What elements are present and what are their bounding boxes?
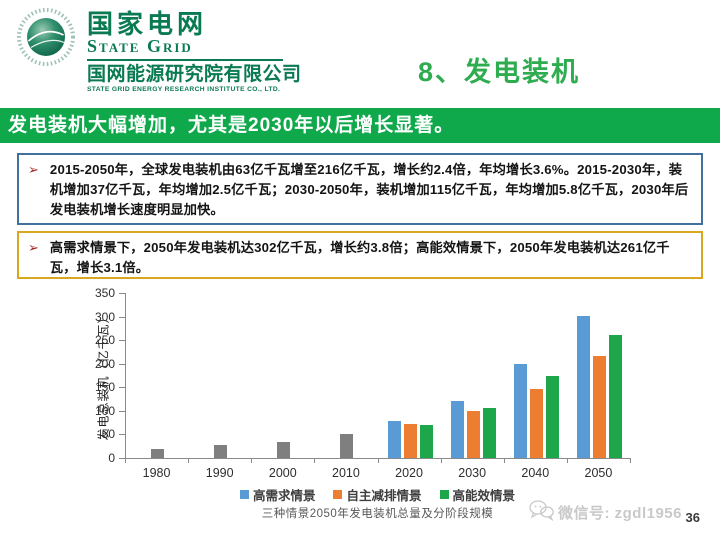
chart-bar	[529, 389, 543, 458]
x-axis-tick	[314, 459, 316, 463]
bar-group-2010	[315, 293, 378, 458]
y-axis-tick	[119, 458, 125, 459]
y-axis-tick-label: 250	[94, 333, 115, 348]
y-axis-tick-label: 0	[108, 451, 115, 465]
state-grid-globe-icon	[14, 5, 78, 74]
bar-group-2000	[252, 293, 315, 458]
x-axis-tick	[630, 459, 631, 463]
legend-item: 自主减排情景	[333, 485, 422, 504]
callout-text: 高需求情景下，2050年发电装机达302亿千瓦，增长约3.8倍；高能效情景下，2…	[49, 240, 670, 275]
chart-bar	[482, 408, 496, 458]
legend-label: 高能效情景	[452, 489, 516, 503]
x-axis-tick	[125, 459, 126, 463]
callout-box-overall: ➢ 2015-2050年，全球发电装机由63亿千瓦增至216亿千瓦，增长约2.4…	[17, 153, 703, 225]
x-axis-label: 2020	[395, 466, 423, 480]
chart-bar	[277, 441, 291, 458]
legend-swatch	[333, 490, 343, 499]
x-axis-label: 1980	[142, 466, 171, 480]
wechat-icon	[528, 499, 555, 525]
x-axis-label: 2030	[458, 466, 487, 480]
bar-group-2030	[442, 293, 505, 458]
chart-legend: 高需求情景 自主减排情景 高能效情景	[125, 485, 630, 504]
bar-group-2040	[505, 293, 568, 458]
y-axis-tick-label: 100	[94, 403, 115, 418]
wechat-badge: 微信号: zgdl1956	[528, 499, 682, 525]
capacity-chart: 发电总装机（亿千瓦） 高需求情景 自主减排情景 高能效情景 三种情景2050年发电装…	[88, 286, 648, 524]
chart-bar	[151, 448, 165, 458]
y-axis-tick-label: 50	[101, 427, 115, 442]
x-axis-label: 2050	[584, 466, 613, 480]
callout-box-scenarios: ➢ 高需求情景下，2050年发电装机达302亿千瓦，增长约3.8倍；高能效情景下…	[17, 231, 703, 279]
y-axis-tick	[119, 410, 125, 412]
y-axis-tick	[119, 363, 125, 365]
y-axis-tick-label: 150	[94, 380, 115, 395]
bar-group-1990	[189, 293, 252, 458]
legend-swatch	[439, 490, 449, 499]
bar-group-1980	[126, 293, 189, 458]
chart-bar	[545, 376, 559, 458]
brand-name-cn: 国家电网	[87, 9, 208, 39]
chart-bar	[576, 315, 590, 458]
chart-bar	[403, 423, 417, 458]
chart-bar	[608, 334, 622, 458]
logo-divider	[87, 59, 283, 61]
x-axis-label: 2000	[268, 466, 297, 480]
legend-item: 高需求情景	[239, 485, 316, 504]
x-axis-tick	[188, 459, 190, 463]
arrow-bullet-icon: ➢	[28, 162, 39, 177]
x-axis-label: 2040	[521, 466, 550, 480]
x-axis-label: 1990	[205, 466, 234, 480]
y-axis-tick-label: 300	[94, 309, 115, 324]
y-axis-tick	[119, 387, 125, 389]
chart-bar	[387, 421, 401, 458]
callout-text: 2015-2050年，全球发电装机由63亿千瓦增至216亿千瓦，增长约2.4倍，…	[49, 162, 689, 217]
legend-label: 自主减排情景	[346, 489, 422, 503]
chart-bar	[419, 425, 433, 458]
y-axis-tick-label: 350	[94, 286, 115, 300]
x-axis-tick	[251, 459, 253, 463]
header-logo: 国家电网 State Grid 国网能源研究院有限公司 STATE GRID E…	[14, 5, 302, 94]
legend-item: 高能效情景	[439, 485, 516, 504]
chart-bar	[466, 410, 480, 458]
chart-plot	[125, 293, 631, 459]
chart-bar	[513, 364, 527, 458]
chart-bar	[450, 401, 464, 458]
x-axis-tick	[503, 459, 505, 463]
y-axis-tick	[119, 316, 125, 318]
x-axis-tick	[566, 459, 568, 463]
page-title: 8、发电装机	[418, 57, 581, 87]
headline-banner: 发电装机大幅增加，尤其是2030年以后增长显著。	[0, 108, 720, 143]
chart-caption: 三种情景2050年发电装机总量及分阶段规模	[261, 508, 494, 520]
chart-bar	[340, 434, 354, 458]
brand-name-en: State Grid	[87, 36, 193, 56]
page-number: 36	[685, 510, 700, 525]
y-axis-tick	[119, 434, 125, 436]
x-axis-tick	[377, 459, 379, 463]
org-name-cn: 国网能源研究院有限公司	[87, 64, 302, 85]
x-axis-label: 2010	[332, 466, 360, 480]
y-axis-tick	[119, 293, 125, 294]
y-axis-tick-label: 200	[94, 356, 115, 371]
bar-group-2050	[568, 293, 631, 458]
y-axis-tick	[119, 340, 125, 342]
arrow-bullet-icon: ➢	[28, 240, 39, 255]
chart-bar	[592, 356, 606, 458]
wechat-label: 微信号: zgdl1956	[557, 504, 682, 522]
x-axis-tick	[440, 459, 442, 463]
legend-swatch	[239, 490, 249, 499]
chart-bar	[214, 445, 228, 458]
legend-label: 高需求情景	[252, 489, 316, 503]
bar-group-2020	[379, 293, 442, 458]
org-name-en: STATE GRID ENERGY RESEARCH INSTITUTE CO.…	[87, 86, 281, 93]
